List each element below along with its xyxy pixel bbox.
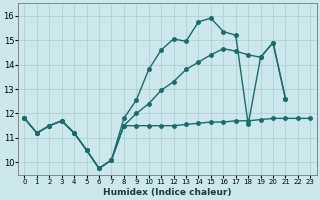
X-axis label: Humidex (Indice chaleur): Humidex (Indice chaleur)	[103, 188, 232, 197]
